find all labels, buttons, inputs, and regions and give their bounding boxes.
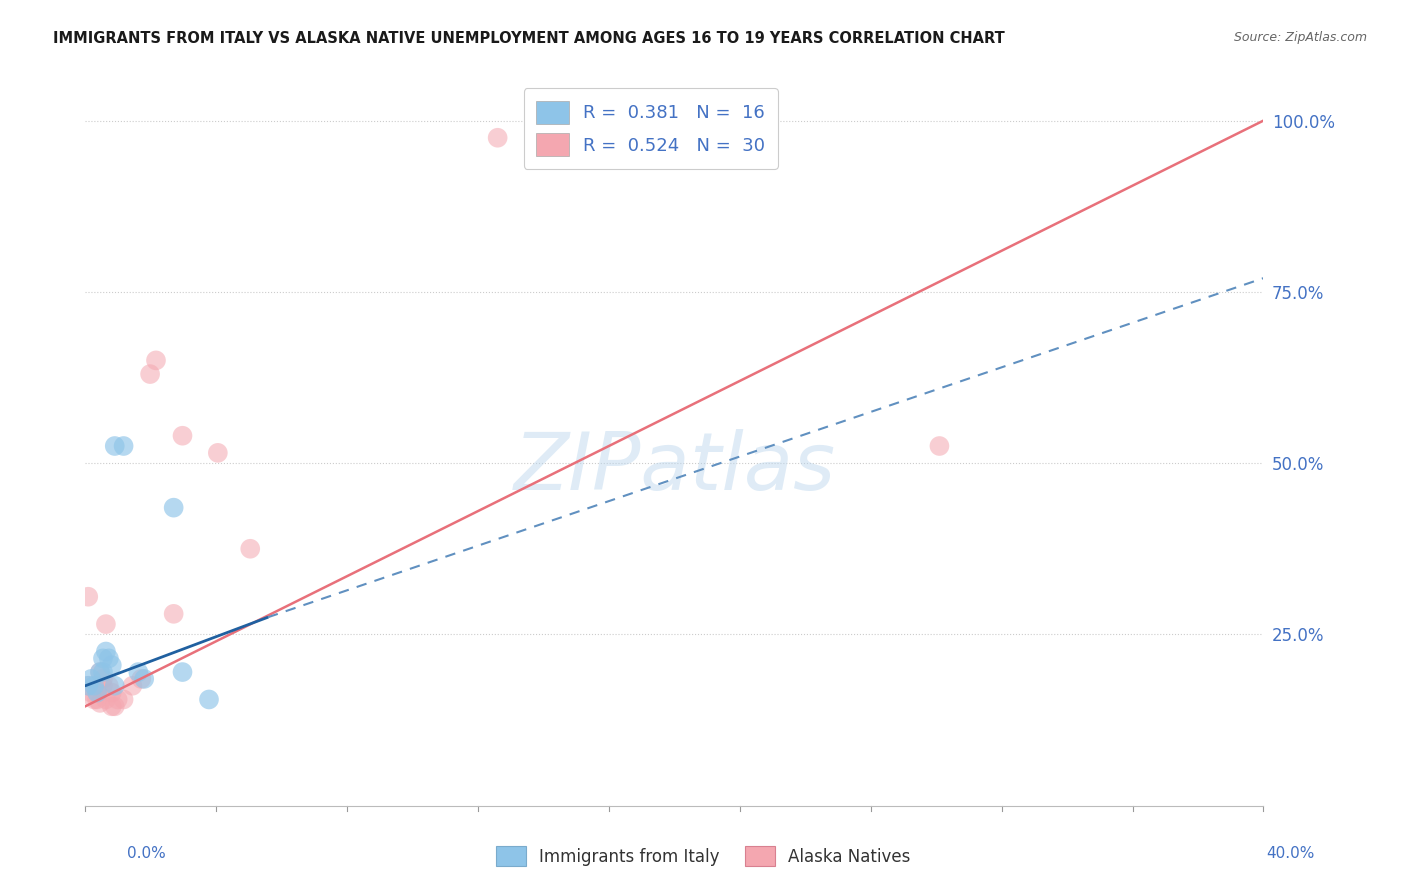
Point [112,439,135,453]
Point [145,353,167,368]
Point [91,672,114,686]
Point [198,692,221,706]
Point [86,692,108,706]
Point [104,679,127,693]
Legend: R =  0.381   N =  16, R =  0.524   N =  30: R = 0.381 N = 16, R = 0.524 N = 30 [523,88,778,169]
Point [530,130,553,145]
Point [86,685,108,699]
Point [134,672,156,686]
Point [94,617,117,632]
Point [97,651,120,665]
Text: Source: ZipAtlas.com: Source: ZipAtlas.com [1233,31,1367,45]
Point [486,130,509,145]
Point [89,665,111,679]
Point [104,699,127,714]
Point [172,428,194,442]
Point [101,699,124,714]
Point [139,367,162,381]
Point [207,446,229,460]
Text: IMMIGRANTS FROM ITALY VS ALASKA NATIVE UNEMPLOYMENT AMONG AGES 16 TO 19 YEARS CO: IMMIGRANTS FROM ITALY VS ALASKA NATIVE U… [53,31,1005,46]
Point [91,665,114,679]
Point [91,651,114,665]
Point [80,685,103,699]
Text: 40.0%: 40.0% [1267,846,1315,861]
Point [77,679,100,693]
Point [91,679,114,693]
Point [89,696,111,710]
Point [107,692,129,706]
Text: 0.0%: 0.0% [127,846,166,861]
Point [127,665,149,679]
Point [94,692,117,706]
Point [101,658,124,673]
Point [80,672,103,686]
Point [77,590,100,604]
Text: ZIPatlas: ZIPatlas [513,428,835,507]
Point [94,644,117,658]
Point [83,679,105,693]
Point [83,692,105,706]
Point [172,665,194,679]
Point [163,500,186,515]
Point [89,665,111,679]
Point [239,541,262,556]
Point [928,439,950,453]
Point [97,679,120,693]
Point [163,607,186,621]
Point [112,692,135,706]
Point [104,439,127,453]
Legend: Immigrants from Italy, Alaska Natives: Immigrants from Italy, Alaska Natives [489,839,917,873]
Point [129,672,152,686]
Point [77,679,100,693]
Point [589,130,612,145]
Point [101,685,124,699]
Point [121,679,143,693]
